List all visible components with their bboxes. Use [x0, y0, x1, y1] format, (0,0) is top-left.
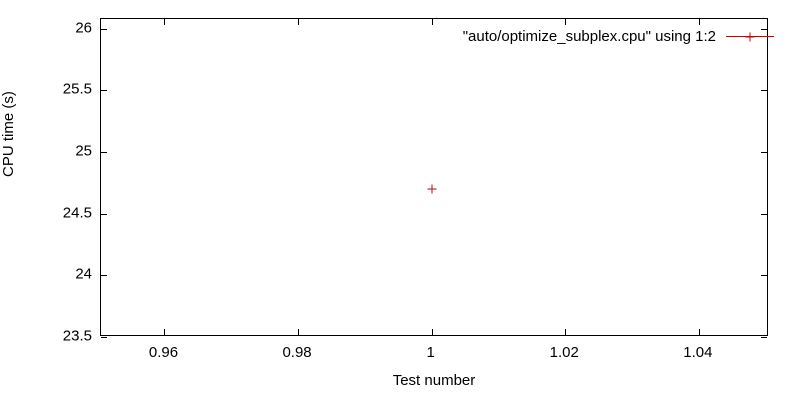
y-tick-label: 24: [75, 265, 92, 283]
x-tick-label: 1: [426, 344, 435, 361]
x-tick-mark: [565, 19, 567, 25]
y-tick-mark: [761, 28, 767, 30]
x-tick-label: 0.96: [148, 344, 179, 361]
y-tick-label: 25.5: [62, 80, 92, 98]
y-tick-mark: [101, 152, 107, 154]
x-tick-mark: [565, 329, 567, 335]
y-tick-label: 23.5: [62, 327, 92, 345]
x-tick-mark: [298, 329, 300, 335]
x-tick-mark: [298, 19, 300, 25]
y-tick-mark: [101, 275, 107, 277]
y-tick-label: 26: [75, 19, 92, 37]
y-tick-mark: [761, 152, 767, 154]
legend: "auto/optimize_subplex.cpu" using 1:2: [463, 28, 774, 45]
legend-entry-label: "auto/optimize_subplex.cpu" using 1:2: [462, 28, 716, 45]
y-tick-mark: [761, 337, 767, 338]
x-tick-mark: [698, 329, 700, 335]
x-tick-mark: [431, 329, 433, 335]
x-tick-label: 0.98: [282, 344, 312, 361]
data-point-marker: [427, 184, 437, 194]
legend-sample-plus-icon: [745, 32, 755, 41]
x-axis-label: Test number: [392, 372, 476, 389]
x-tick-mark: [164, 19, 166, 25]
y-tick-mark: [101, 90, 107, 92]
y-tick-mark: [761, 213, 767, 215]
y-tick-mark: [101, 28, 107, 30]
y-tick-mark: [101, 213, 107, 215]
x-tick-mark: [431, 19, 433, 25]
x-tick-label: 1.02: [549, 344, 579, 361]
y-tick-label: 24.5: [62, 204, 92, 222]
x-tick-label: 1.04: [683, 344, 713, 361]
plot-area: [100, 18, 768, 338]
y-tick-label: 25: [75, 142, 92, 160]
legend-sample-swatch: [726, 30, 774, 44]
x-tick-mark: [164, 329, 166, 335]
y-tick-mark: [761, 90, 767, 92]
y-axis-label: CPU time (s): [0, 91, 17, 177]
y-tick-mark: [101, 337, 107, 338]
y-tick-mark: [761, 275, 767, 277]
data-series-layer: [101, 19, 767, 335]
x-tick-mark: [698, 19, 700, 25]
